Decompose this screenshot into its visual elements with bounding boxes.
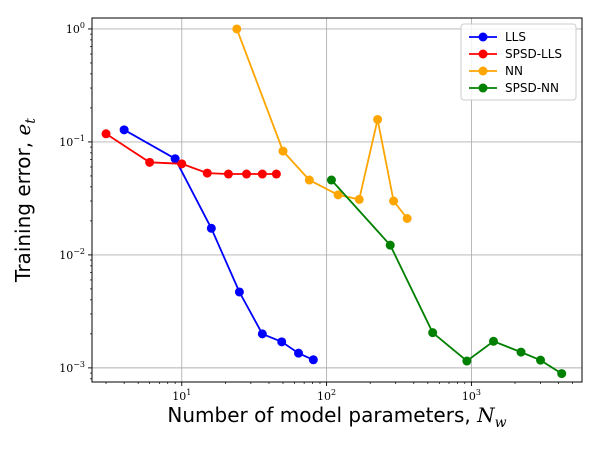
x-tick-label: 101 (172, 388, 191, 403)
series-spsd-nn (326, 175, 567, 379)
series-line-spsd-nn (330, 179, 563, 375)
data-point-spsd-nn (462, 356, 472, 366)
data-point-spsd-lls (145, 157, 155, 167)
data-point-spsd-lls (271, 169, 281, 179)
y-tick-label: 10−2 (59, 247, 85, 262)
data-point-spsd-lls (223, 169, 233, 179)
data-point-spsd-nn (428, 328, 438, 338)
data-point-spsd-lls (177, 159, 187, 169)
data-point-nn (402, 214, 412, 224)
data-point-nn (232, 24, 242, 34)
data-point-nn (389, 196, 399, 206)
x-axis-label: Number of model parameters, Nw (167, 403, 506, 431)
legend-label: LLS (505, 30, 526, 44)
x-tick-label: 102 (317, 388, 336, 403)
data-point-nn (354, 194, 364, 204)
tick-labels: 101 102 103 10−3 10−2 10−1 100 (59, 21, 481, 403)
y-tick-label: 10−1 (59, 134, 85, 149)
x-tick-label: 103 (462, 388, 481, 403)
legend-entry-nn: NN (469, 64, 523, 78)
data-point-spsd-lls (257, 169, 267, 179)
data-point-spsd-nn (326, 175, 336, 185)
legend-marker (478, 32, 488, 42)
data-point-lls (234, 287, 244, 297)
plot-frame (91, 17, 583, 383)
legend-entry-spsd-nn: SPSD-NN (469, 81, 559, 95)
legend-label: SPSD-LLS (505, 47, 562, 61)
legend-label: NN (505, 64, 523, 78)
data-point-spsd-lls (242, 169, 252, 179)
data-point-spsd-nn (385, 240, 395, 250)
y-tick-label: 10−3 (59, 360, 85, 375)
series-layer (101, 24, 567, 379)
data-point-lls (170, 154, 180, 164)
legend-entry-lls: LLS (469, 30, 526, 44)
series-spsd-lls (101, 129, 281, 179)
legend-entry-spsd-lls: SPSD-LLS (469, 47, 562, 61)
legend-marker (478, 66, 488, 76)
data-point-nn (278, 146, 288, 156)
data-point-spsd-nn (516, 347, 526, 357)
data-point-lls (257, 329, 267, 339)
legend-label: SPSD-NN (505, 81, 559, 95)
data-point-lls (294, 348, 304, 358)
data-point-nn (373, 114, 383, 124)
data-point-spsd-nn (557, 369, 567, 379)
series-nn (232, 24, 412, 224)
data-point-lls (119, 125, 129, 135)
data-point-lls (206, 223, 216, 233)
data-point-lls (308, 355, 318, 365)
data-point-nn (304, 175, 314, 185)
data-point-spsd-lls (202, 168, 212, 178)
y-axis-label: Training error, et (11, 118, 39, 283)
legend: LLS SPSD-LLS NN SPSD-NN (460, 23, 577, 101)
series-line-spsd-lls (105, 133, 277, 175)
legend-box (460, 23, 577, 101)
legend-marker (478, 49, 488, 59)
series-line-nn (235, 28, 408, 220)
legend-marker (478, 83, 488, 93)
data-point-lls (277, 337, 287, 347)
series-lls (119, 125, 318, 365)
data-point-spsd-nn (536, 355, 546, 365)
data-point-spsd-lls (101, 129, 111, 139)
y-tick-label: 100 (66, 21, 85, 36)
data-point-nn (333, 190, 343, 200)
data-point-spsd-nn (488, 336, 498, 346)
